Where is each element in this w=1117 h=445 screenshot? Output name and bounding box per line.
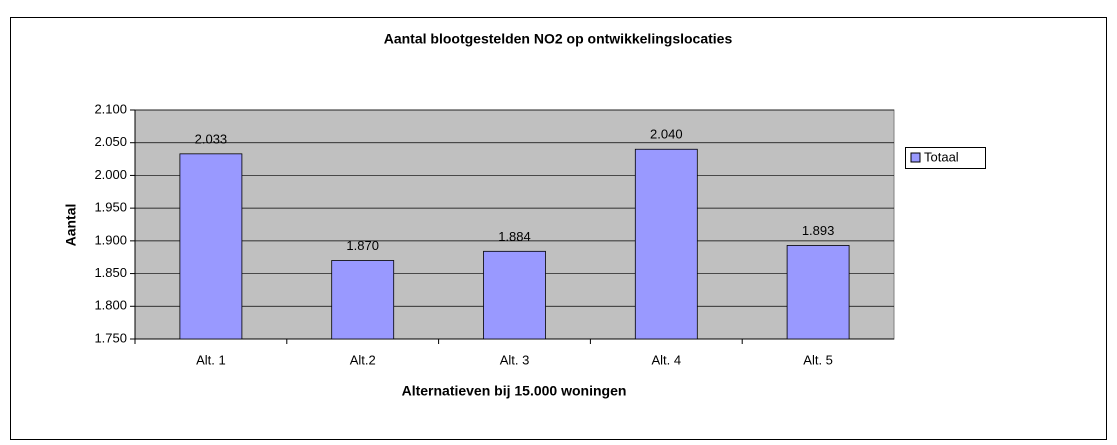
bar (786, 245, 850, 340)
y-tick-label: 1.900 (94, 232, 127, 247)
x-tick-label: Alt. 4 (651, 352, 681, 367)
bar (179, 153, 243, 340)
data-label: 2.040 (650, 127, 683, 142)
y-tick-label: 2.000 (94, 167, 127, 182)
data-label: 1.893 (802, 223, 835, 238)
y-tick-label: 2.100 (94, 101, 127, 116)
data-label: 1.870 (346, 238, 379, 253)
y-tick-label: 1.950 (94, 200, 127, 215)
legend-box (905, 147, 986, 169)
y-tick-label: 1.750 (94, 330, 127, 345)
x-tick-label: Alt.2 (350, 352, 376, 367)
bar (634, 148, 698, 340)
chart-title: Aantal blootgestelden NO2 op ontwikkelin… (384, 31, 733, 47)
bar (483, 250, 546, 340)
y-axis-title: Aantal (63, 204, 79, 247)
y-tick-label: 2.050 (94, 134, 127, 149)
legend-swatch (910, 152, 921, 163)
y-tick-label: 1.850 (94, 265, 127, 280)
bar (331, 260, 395, 340)
legend-label: Totaal (924, 149, 959, 164)
x-tick-label: Alt. 5 (803, 352, 833, 367)
x-tick-label: Alt. 3 (500, 352, 530, 367)
x-axis-title: Alternatieven bij 15.000 woningen (402, 383, 627, 399)
x-tick-label: Alt. 1 (196, 352, 226, 367)
data-label: 2.033 (195, 131, 228, 146)
data-label: 1.884 (498, 229, 531, 244)
y-tick-label: 1.800 (94, 298, 127, 313)
